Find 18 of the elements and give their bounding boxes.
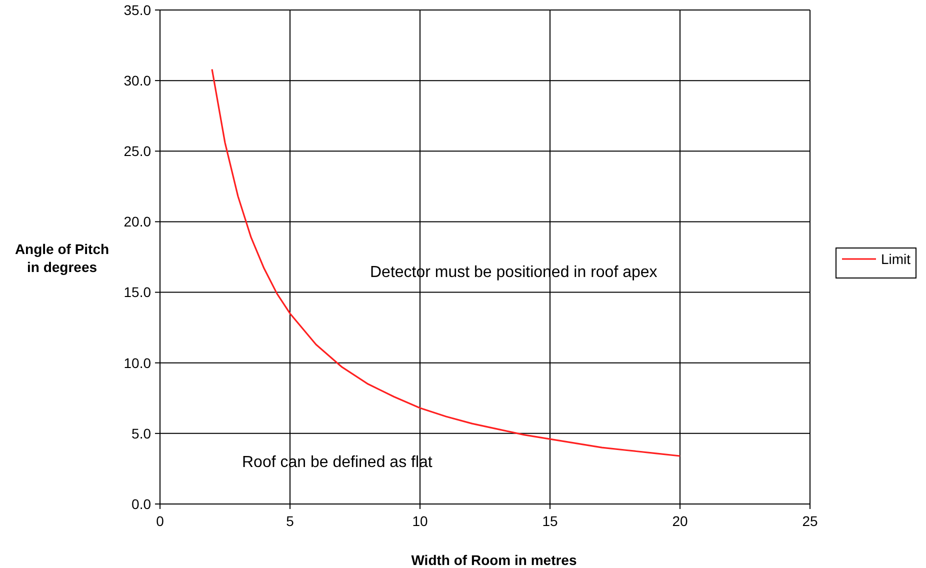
y-tick-label: 10.0 xyxy=(124,354,152,371)
y-tick-label: 5.0 xyxy=(132,425,152,442)
y-tick-label: 30.0 xyxy=(124,72,152,88)
y-tick-label: 35.0 xyxy=(124,2,152,18)
y-tick-label: 0.0 xyxy=(132,496,152,512)
x-tick-label: 25 xyxy=(802,513,818,529)
x-tick-label: 10 xyxy=(412,513,428,529)
y-axis-title: Angle of Pitch in degrees xyxy=(14,241,110,275)
x-tick-label: 5 xyxy=(286,513,294,529)
x-tick-label: 15 xyxy=(542,513,558,529)
x-tick-label: 0 xyxy=(156,513,164,529)
y-tick-label: 15.0 xyxy=(124,284,152,300)
legend-label: Limit xyxy=(881,250,911,267)
y-tick-label: 25.0 xyxy=(124,143,152,160)
x-tick-label: 20 xyxy=(672,513,688,529)
y-tick-label: 20.0 xyxy=(124,214,152,230)
line-series xyxy=(211,68,681,457)
x-axis-title: Width of Room in metres xyxy=(411,552,577,568)
